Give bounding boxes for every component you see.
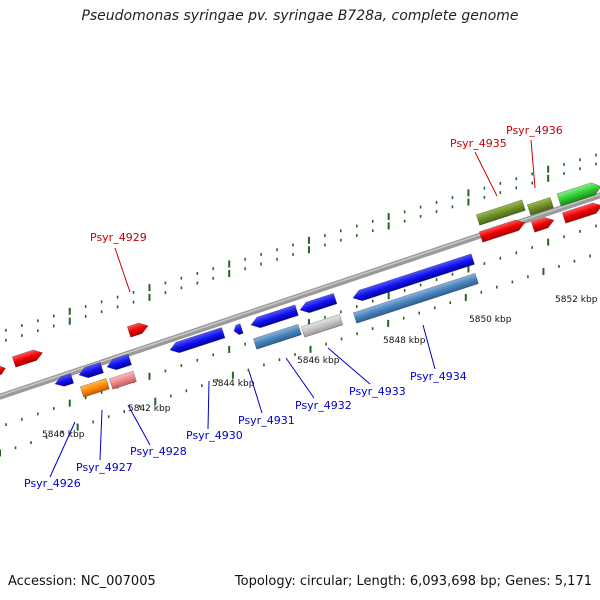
leader-line (285, 357, 315, 399)
cds-psyr-4935-shape (475, 199, 526, 226)
topology-text: Topology: circular; Length: 6,093,698 bp… (234, 574, 592, 589)
cds-psyr-4932 (252, 323, 302, 350)
gene-psyr-4929 (126, 322, 149, 338)
cds-psyr-4934 (352, 272, 479, 324)
leader-line (99, 409, 103, 461)
cds-psyr-4936 (526, 196, 554, 216)
gene-psyr-4931-shape (233, 323, 244, 335)
gene-label: Psyr_4927 (76, 461, 133, 474)
gene-label: Psyr_4926 (24, 477, 81, 490)
cds-psyr-4927-shape (79, 378, 110, 398)
gene-label: Psyr_4934 (410, 370, 467, 383)
gene-label: Psyr_4935 (450, 137, 507, 150)
leader-line (49, 421, 76, 478)
gene-psyr-4936-shape (530, 217, 555, 233)
gene-psyr-4932 (250, 304, 299, 329)
gene-psyr-4935-shape (478, 219, 526, 243)
gene-arrow-red-shape (561, 202, 600, 224)
cds-psyr-4933-shape (300, 314, 344, 338)
leader-line (530, 139, 536, 189)
gene-psyr-4927 (78, 361, 104, 379)
gene-psyr-4931 (233, 323, 244, 335)
scale-label: 5842 kbp (128, 404, 171, 414)
gene-psyr-4933-shape (299, 292, 338, 314)
cds-psyr-4934-shape (352, 272, 479, 324)
gene-psyr-4928-shape (106, 353, 132, 371)
scale-label: 5848 kbp (383, 336, 426, 346)
cds-psyr-4928 (108, 370, 137, 390)
gene-psyr-4936 (530, 217, 555, 233)
gene-arrow-red (561, 202, 600, 224)
gene-arrow-red-shape (11, 349, 44, 368)
gene-psyr-4928 (106, 353, 132, 371)
scale-label: 5846 kbp (297, 356, 340, 366)
gene-arrow-red (0, 365, 6, 377)
gene-psyr-4930 (169, 327, 226, 354)
scale-label: 5844 kbp (212, 379, 255, 389)
leader-line (422, 324, 436, 370)
gene-psyr-4934 (352, 253, 475, 302)
gene-label: Psyr_4930 (186, 429, 243, 442)
cds-psyr-4932-shape (252, 323, 302, 350)
gene-label: Psyr_4929 (90, 231, 147, 244)
gene-psyr-4926-shape (54, 373, 75, 387)
cds-psyr-4936-shape (526, 196, 554, 216)
gene-label: Psyr_4933 (349, 385, 406, 398)
gene-psyr-4932-shape (250, 304, 299, 329)
scale-label: 5850 kbp (469, 315, 512, 325)
cds-psyr-4935 (475, 199, 526, 226)
accession-text: Accession: NC_007005 (8, 574, 156, 589)
gene-psyr-4933 (299, 292, 338, 314)
cds-psyr-4927 (79, 378, 110, 398)
leader-line (114, 247, 131, 293)
cds-psyr-4933 (300, 314, 344, 338)
gene-psyr-4935 (478, 219, 526, 243)
gene-psyr-4929-shape (126, 322, 149, 338)
map-title: Pseudomonas syringae pv. syringae B728a,… (81, 8, 519, 24)
gene-label: Psyr_4928 (130, 445, 187, 458)
cds-psyr-4928-shape (108, 370, 137, 390)
leader-line (248, 370, 263, 414)
scale-label: 5852 kbp (555, 295, 598, 305)
gene-label: Psyr_4931 (238, 414, 295, 427)
leader-line (127, 404, 151, 446)
gene-label: Psyr_4936 (506, 124, 563, 137)
leader-line (207, 380, 210, 430)
gene-psyr-4927-shape (78, 361, 104, 379)
cds-arrow-green (556, 182, 600, 207)
gene-label: Psyr_4932 (295, 399, 352, 412)
cds-arrow-green-shape (556, 182, 600, 207)
gene-arrow-red-shape (0, 365, 6, 377)
gene-arrow-red (11, 349, 44, 368)
gene-psyr-4930-shape (169, 327, 226, 354)
gene-psyr-4926 (54, 373, 75, 387)
scale-label: 5840 kbp (42, 430, 85, 440)
leader-line (474, 151, 498, 197)
gene-psyr-4934-shape (352, 253, 475, 302)
leader-line (327, 347, 371, 385)
